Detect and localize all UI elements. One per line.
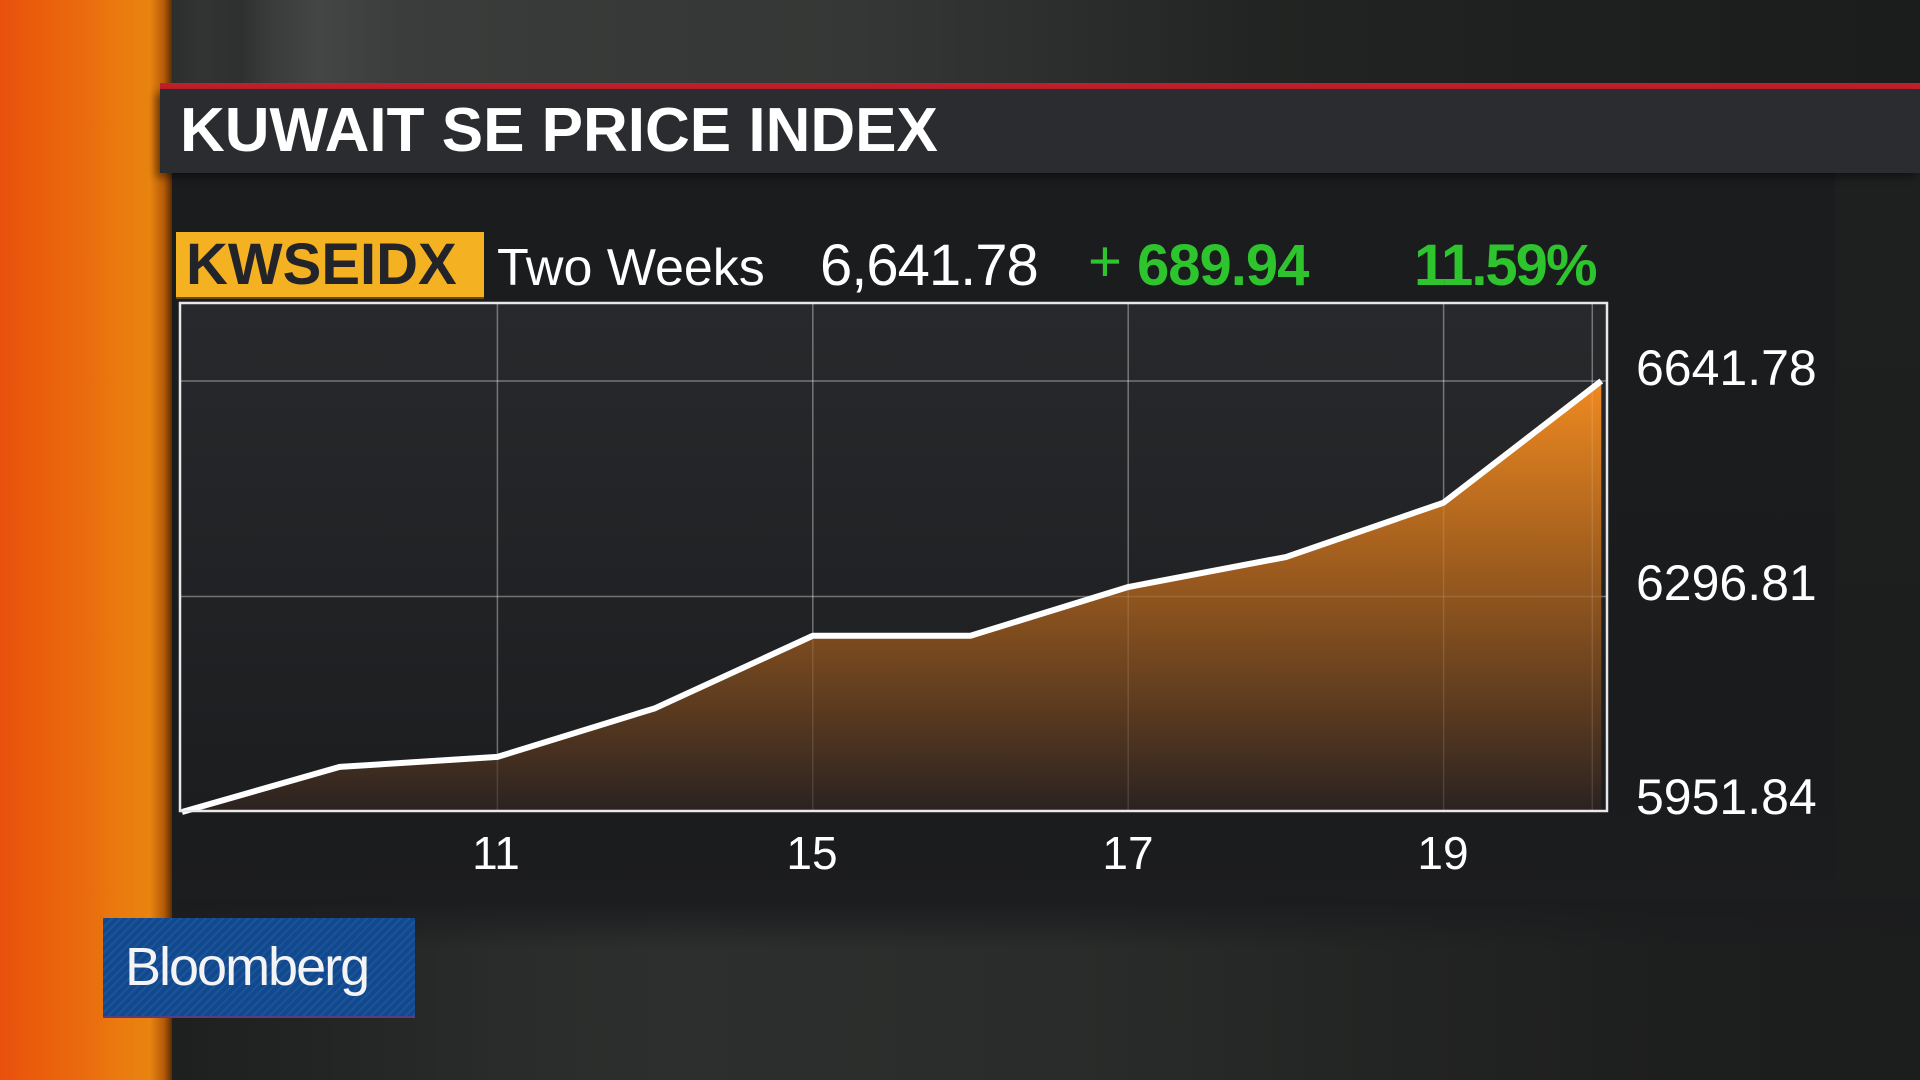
change-sign: +: [1088, 229, 1122, 294]
title-bar: KUWAIT SE PRICE INDEX: [160, 89, 1920, 173]
bloomberg-logo: Bloomberg: [103, 918, 415, 1018]
price-line: [181, 378, 1604, 815]
period-label: Two Weeks: [497, 239, 765, 297]
background-bottom: [172, 900, 1920, 1080]
y-axis-label-min: 5951.84: [1636, 769, 1817, 825]
brand-name: Bloomberg: [125, 937, 370, 997]
y-axis-label-max: 6641.78: [1636, 340, 1817, 396]
plot-border: [178, 301, 1609, 813]
y-axis-label-mid: 6296.81: [1636, 555, 1817, 611]
title-accent-line: [160, 83, 1920, 89]
x-axis-label: 15: [786, 827, 838, 879]
net-change: 689.94: [1137, 233, 1309, 298]
orange-side-strip: [0, 0, 172, 1080]
ticker-badge: KWSEIDX: [176, 232, 484, 299]
ticker-symbol: KWSEIDX: [186, 232, 457, 297]
price-area: [182, 381, 1602, 812]
x-axis-label: 17: [1102, 827, 1154, 879]
gridlines-overlay: [180, 303, 1607, 811]
x-axis-label: 19: [1417, 827, 1469, 879]
percent-change: 11.59%: [1414, 233, 1598, 298]
background-top: [160, 0, 1920, 84]
page-title: KUWAIT SE PRICE INDEX: [180, 96, 938, 165]
x-axis-label: 11: [472, 827, 520, 879]
last-price: 6,641.78: [820, 233, 1039, 298]
